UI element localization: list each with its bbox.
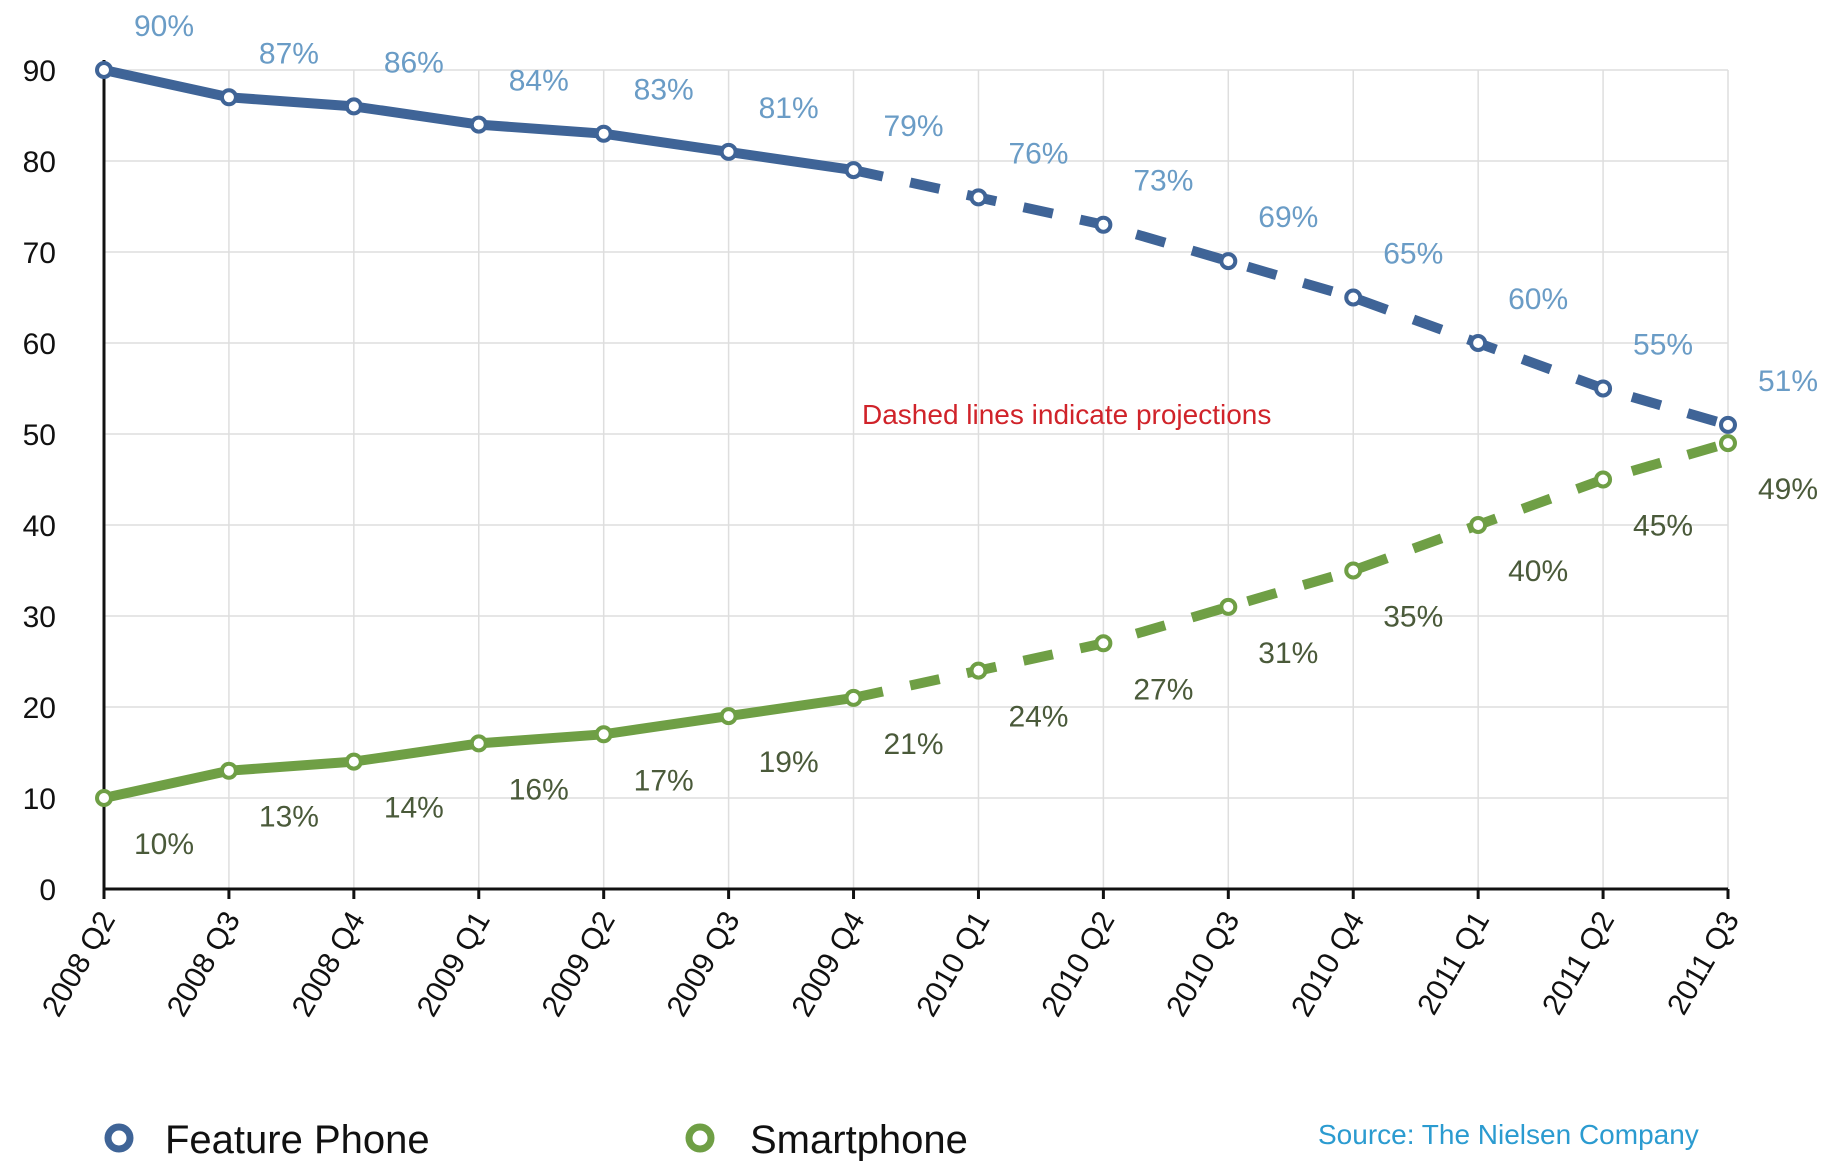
data-point: [219, 761, 238, 780]
y-axis-tick-labels: 0 10 20 30 40 50 60 70 80 90: [23, 55, 56, 907]
data-label: 16%: [509, 773, 569, 806]
y-tick-label: 0: [39, 874, 56, 907]
data-point: [969, 188, 988, 207]
y-tick-label: 10: [23, 783, 56, 816]
data-label: 69%: [1258, 201, 1318, 234]
data-point: [469, 115, 488, 134]
data-label: 79%: [884, 110, 944, 143]
x-tick-label: 2008 Q3: [161, 906, 247, 1022]
data-point: [1094, 215, 1113, 234]
legend: Feature Phone Smartphone: [104, 1118, 968, 1161]
legend-marker-smartphone: [685, 1123, 715, 1153]
data-point: [219, 88, 238, 107]
y-tick-label: 20: [23, 692, 56, 725]
series-line-projection: [852, 165, 1730, 430]
data-label: 27%: [1133, 673, 1193, 706]
series-lines: [95, 61, 1737, 807]
x-tick-label: 2009 Q4: [785, 906, 871, 1022]
x-tick-label: 2010 Q3: [1160, 906, 1246, 1022]
source-note: Source: The Nielsen Company: [1318, 1119, 1699, 1150]
data-point: [1469, 516, 1488, 534]
data-point: [1219, 597, 1238, 616]
data-label: 81%: [759, 92, 819, 125]
data-point: [719, 707, 738, 726]
data-point: [1719, 415, 1737, 434]
data-point: [1594, 470, 1613, 489]
data-point: [594, 124, 613, 143]
y-tick-label: 40: [23, 510, 56, 543]
data-point: [1094, 634, 1113, 653]
data-label: 51%: [1758, 365, 1818, 398]
series-line-projection: [852, 438, 1730, 703]
data-label: 86%: [384, 46, 444, 79]
data-point: [844, 688, 863, 707]
x-tick-label: 2011 Q2: [1536, 906, 1621, 1020]
data-label: 13%: [259, 801, 319, 834]
y-tick-label: 50: [23, 419, 56, 452]
data-label: 35%: [1383, 601, 1443, 634]
data-label: 19%: [759, 746, 819, 779]
data-point: [1344, 561, 1363, 580]
data-point: [844, 161, 863, 180]
x-tick-label: 2008 Q4: [286, 906, 372, 1022]
data-point: [1219, 252, 1238, 271]
y-tick-label: 80: [23, 146, 56, 179]
data-point: [469, 734, 488, 753]
data-labels: 90% 87% 86% 84% 83% 81% 79% 76% 73% 69% 65% 60% 55% 5…: [134, 10, 1818, 861]
data-label: 76%: [1008, 137, 1068, 170]
data-label: 31%: [1258, 637, 1318, 670]
data-point: [1719, 434, 1737, 453]
data-point: [969, 661, 988, 680]
data-label: 73%: [1133, 165, 1193, 198]
data-label: 90%: [134, 10, 194, 43]
projection-note: Dashed lines indicate projections: [862, 399, 1271, 430]
x-tick-label: 2010 Q1: [910, 906, 996, 1022]
data-label: 10%: [134, 828, 194, 861]
data-point: [95, 61, 113, 79]
data-point: [344, 97, 363, 116]
data-label: 24%: [1008, 701, 1068, 734]
data-point: [1344, 288, 1363, 307]
data-point: [344, 752, 363, 771]
data-label: 87%: [259, 37, 319, 70]
x-axis-tick-labels: 2008 Q2 2008 Q3 2008 Q4 2009 Q1 2009 Q2 2009 …: [36, 906, 1746, 1022]
x-tick-label: 2010 Q4: [1285, 906, 1371, 1022]
data-point: [1594, 379, 1613, 398]
x-tick-label: 2011 Q1: [1411, 906, 1496, 1020]
data-label: 55%: [1633, 329, 1693, 362]
x-tick-label: 2009 Q3: [661, 906, 747, 1022]
y-tick-label: 30: [23, 601, 56, 634]
data-label: 40%: [1508, 555, 1568, 588]
x-tick-label: 2009 Q1: [411, 906, 497, 1022]
y-tick-label: 90: [23, 55, 56, 88]
x-tick-label: 2011 Q3: [1661, 906, 1746, 1020]
data-label: 21%: [884, 728, 944, 761]
data-point: [594, 725, 613, 744]
data-label: 17%: [634, 764, 694, 797]
gridlines: [104, 69, 1729, 889]
axes: [102, 60, 1730, 899]
data-label: 60%: [1508, 283, 1568, 316]
data-point: [95, 789, 113, 807]
y-tick-label: 60: [23, 328, 56, 361]
x-tick-label: 2010 Q2: [1035, 906, 1121, 1022]
legend-marker-feature-phone: [104, 1123, 134, 1153]
y-tick-label: 70: [23, 237, 56, 270]
legend-label-feature-phone: Feature Phone: [165, 1118, 430, 1161]
data-point: [1469, 334, 1488, 352]
data-label: 84%: [509, 65, 569, 98]
data-point: [719, 142, 738, 161]
x-tick-label: 2009 Q2: [536, 906, 622, 1022]
legend-label-smartphone: Smartphone: [750, 1118, 968, 1161]
data-label: 83%: [634, 74, 694, 107]
data-label: 65%: [1383, 238, 1443, 271]
x-tick-label: 2008 Q2: [36, 906, 122, 1022]
data-label: 45%: [1633, 510, 1693, 543]
data-label: 49%: [1758, 473, 1818, 506]
data-label: 14%: [384, 792, 444, 825]
